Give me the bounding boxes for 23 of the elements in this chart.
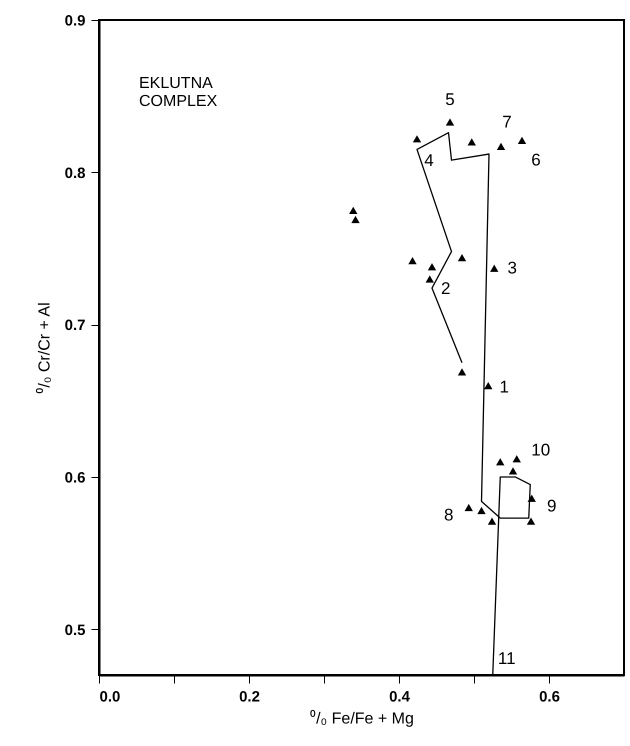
annotation: 1 [500,378,509,397]
annotation: 2 [441,278,450,298]
annotation: EKLUTNA COMPLEX [139,75,218,110]
y-tick-label: 0.7 [64,317,86,334]
y-tick-label: 0.9 [64,12,86,30]
x-tick-label: 0.4 [389,688,411,706]
x-tick-label: 0.2 [239,688,260,706]
x-axis-title: ⁰/₀ Fe/Fe + Mg [310,710,414,728]
annotation: 6 [531,150,541,170]
y-tick-label: 0.8 [64,164,86,182]
x-tick-label: 0.0 [100,688,120,706]
x-tick-label: 0.6 [539,688,560,706]
y-axis-title: ⁰/₀ Cr/Cr + Al [36,302,54,394]
annotation: 4 [424,150,434,170]
y-tick-label: 0.5 [64,622,86,639]
y-tick-label: 0.6 [64,469,86,486]
annotation: 8 [444,505,454,524]
annotation: 11 [498,649,516,668]
annotation: 9 [547,496,556,516]
annotation: 10 [531,440,550,460]
annotation: 3 [508,258,517,278]
annotation: 5 [445,90,455,110]
annotation: 7 [502,112,512,132]
